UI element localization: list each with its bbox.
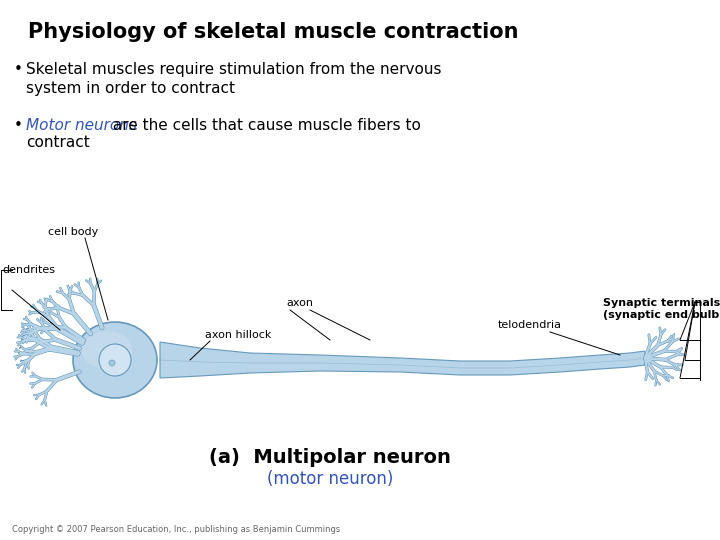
Text: axon hillock: axon hillock [205, 330, 271, 340]
Ellipse shape [73, 322, 157, 398]
Text: Motor neurons: Motor neurons [26, 118, 137, 133]
Text: (motor neuron): (motor neuron) [267, 470, 393, 488]
Ellipse shape [109, 360, 115, 366]
Polygon shape [160, 342, 645, 378]
Text: telodendria: telodendria [498, 320, 562, 330]
Text: contract: contract [26, 135, 90, 150]
Ellipse shape [82, 331, 132, 369]
Text: axon: axon [287, 298, 313, 308]
Text: cell body: cell body [48, 227, 98, 237]
Text: are the cells that cause muscle fibers to: are the cells that cause muscle fibers t… [108, 118, 421, 133]
Text: Copyright © 2007 Pearson Education, Inc., publishing as Benjamin Cummings: Copyright © 2007 Pearson Education, Inc.… [12, 525, 341, 534]
Text: Synaptic terminals
(synaptic end bulbs): Synaptic terminals (synaptic end bulbs) [603, 298, 720, 320]
Text: dendrites: dendrites [2, 265, 55, 275]
Text: •: • [14, 62, 23, 77]
Text: •: • [14, 118, 23, 133]
Text: Physiology of skeletal muscle contraction: Physiology of skeletal muscle contractio… [28, 22, 518, 42]
Text: (a)  Multipolar neuron: (a) Multipolar neuron [209, 448, 451, 467]
Text: Skeletal muscles require stimulation from the nervous
system in order to contrac: Skeletal muscles require stimulation fro… [26, 62, 441, 96]
Ellipse shape [99, 344, 131, 376]
